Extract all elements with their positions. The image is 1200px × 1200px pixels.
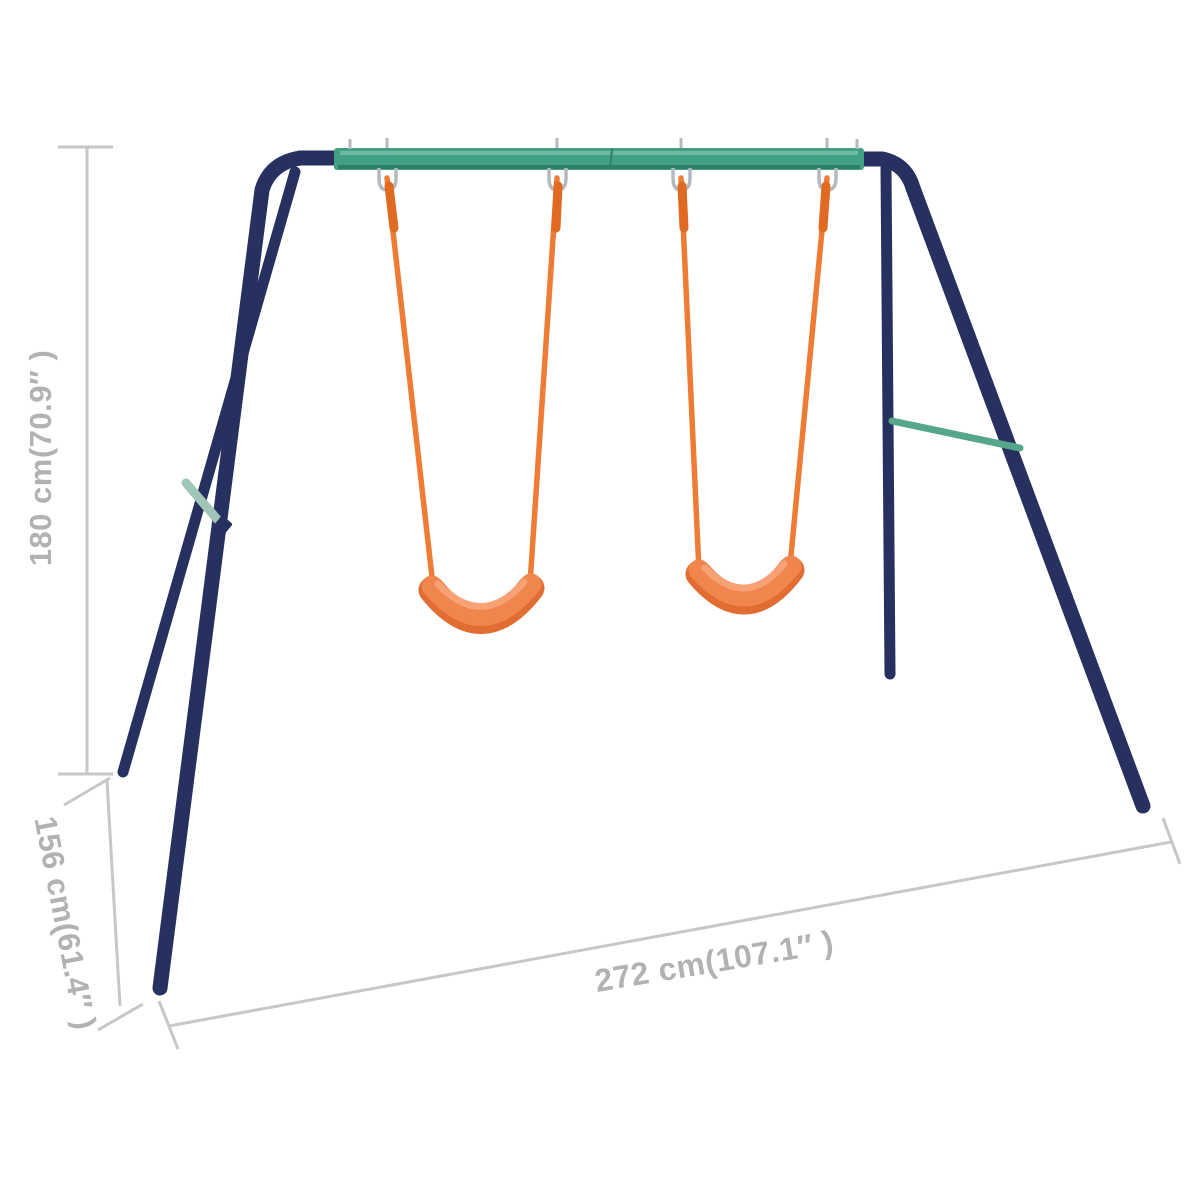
back-left-leg	[117, 166, 301, 778]
rope-knot	[677, 181, 689, 233]
seat-shape	[688, 555, 802, 607]
rope-knot	[551, 181, 563, 233]
seat-shape	[421, 573, 542, 626]
swing2-left-rope	[678, 175, 702, 574]
height-dimension: 180 cm(70.9″ )	[23, 145, 113, 776]
dimension-line	[105, 780, 122, 1007]
seat-highlight	[434, 578, 528, 610]
dimension-tick	[1161, 817, 1182, 865]
dimension-tick	[157, 1000, 180, 1050]
swing1-right-rope	[527, 175, 560, 587]
front-right-leg	[844, 151, 1151, 814]
depth-dimension: 156 cm(61.4″ )	[27, 776, 144, 1033]
swing2-right-rope	[787, 175, 830, 569]
dimension-annotations: 180 cm(70.9″ ) 156 cm(61.4″ ) 272 cm(107…	[23, 145, 1182, 1050]
beam-joint-seam	[609, 148, 613, 170]
back-right-leg	[880, 162, 896, 680]
right-side-brace	[888, 417, 1024, 452]
dimension-line	[168, 840, 1172, 1028]
rope-knot	[384, 181, 399, 233]
dimension-tick	[97, 1002, 144, 1032]
swing-seat-1	[418, 573, 545, 634]
swings	[377, 168, 838, 634]
height-dimension-label: 180 cm(70.9″ )	[23, 350, 58, 567]
swing1-left-rope	[384, 175, 436, 589]
rope-knot	[818, 181, 831, 233]
swing-seat-2	[685, 555, 805, 615]
swing-set-frame	[117, 138, 1151, 996]
width-dimension: 272 cm(107.1″ )	[157, 817, 1182, 1050]
left-brace-bracket	[213, 515, 233, 535]
dimension-tick	[63, 776, 111, 807]
left-side-brace	[181, 478, 228, 531]
width-dimension-label: 272 cm(107.1″ )	[592, 923, 836, 998]
depth-dimension-label: 156 cm(61.4″ )	[27, 813, 103, 1032]
seat-highlight	[701, 560, 788, 592]
front-left-leg	[152, 150, 356, 996]
